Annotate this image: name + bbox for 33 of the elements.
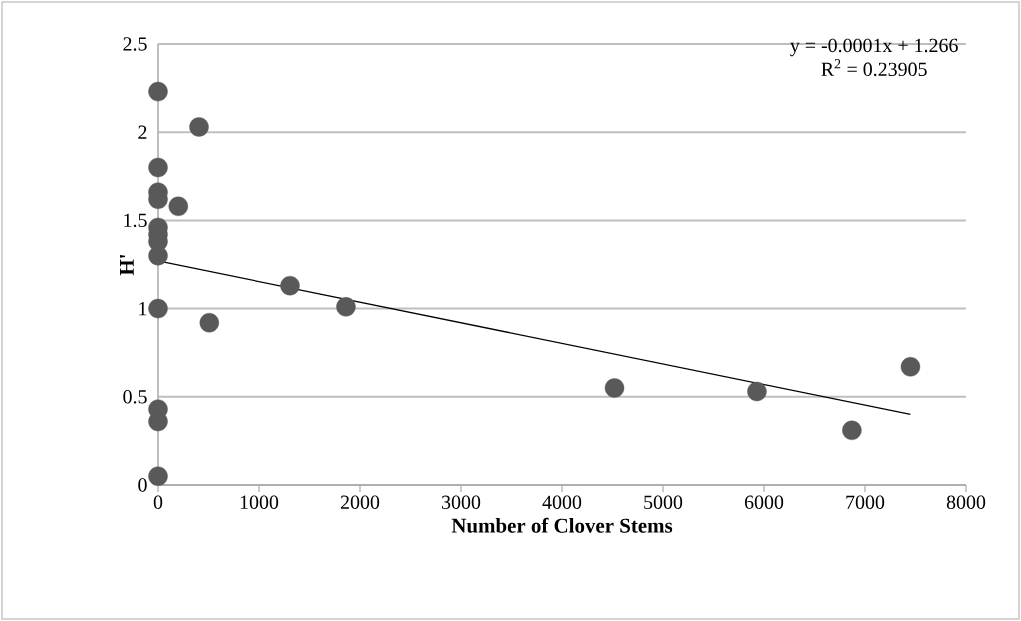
point xyxy=(189,117,209,137)
point xyxy=(336,297,356,317)
x-tick-label: 0 xyxy=(153,495,163,509)
y-tick-label: 1 xyxy=(139,302,147,316)
point xyxy=(900,357,921,377)
point xyxy=(148,466,168,486)
x-tick-label: 4000 xyxy=(542,495,582,509)
point xyxy=(747,381,767,402)
point xyxy=(842,420,862,441)
y-tick-label: 1.5 xyxy=(124,213,147,228)
x-tick-label: 7000 xyxy=(846,495,885,509)
y-tick-label: 0.5 xyxy=(123,390,147,404)
x-tick-label: 5000 xyxy=(644,495,683,509)
point xyxy=(280,275,300,296)
point xyxy=(148,298,168,319)
annotation: R$^{2}$ = 0.23905 xyxy=(821,59,927,77)
point xyxy=(148,245,168,266)
y-axis-title: H' xyxy=(120,255,134,276)
x-tick-label: 2000 xyxy=(340,495,380,509)
y-tick-label: 2.5 xyxy=(123,37,147,51)
point xyxy=(199,313,220,333)
point xyxy=(148,157,168,178)
annotation: y = -0.0001x + 1.266 xyxy=(790,38,958,57)
x-tick-label: 3000 xyxy=(442,495,481,509)
x-tick-label: 8000 xyxy=(946,495,986,509)
x-axis-title: Number of Clover Stems xyxy=(451,517,673,533)
y-tick-label: 0 xyxy=(138,478,147,492)
point xyxy=(148,81,168,102)
x-tick-label: 6000 xyxy=(744,495,784,509)
point xyxy=(604,378,625,398)
point xyxy=(168,196,188,216)
x-tick-label: 1000 xyxy=(240,495,279,509)
y-tick-label: 2 xyxy=(138,125,147,139)
